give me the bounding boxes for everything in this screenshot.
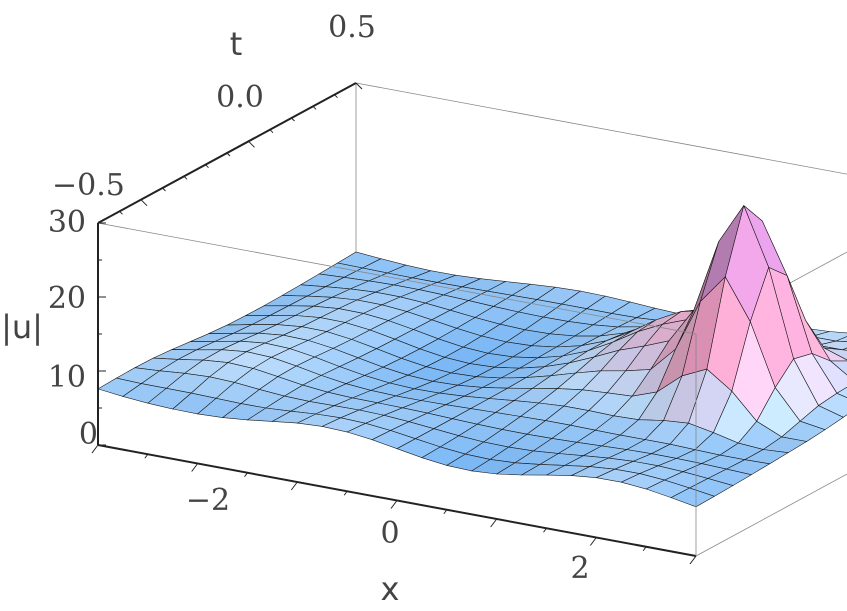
x-tick [543, 527, 547, 533]
box-edge [695, 473, 847, 557]
x-tick [490, 518, 498, 528]
z-tick-label-30: 30 [48, 205, 86, 240]
z-axis-label: |u| [1, 308, 43, 346]
x-tick [191, 463, 199, 472]
z-tick-label-10: 10 [48, 360, 86, 395]
t-tick [312, 105, 317, 110]
x-tick [689, 555, 697, 565]
axis-ticks [91, 82, 697, 565]
x-tick [443, 509, 448, 515]
surface-patch [836, 386, 847, 399]
t-tick [291, 117, 295, 122]
surface-patch [670, 487, 716, 508]
x-tick [91, 444, 99, 454]
t-tick [226, 152, 231, 157]
x-tick-label-neg2: −2 [186, 483, 230, 518]
x-tick [144, 453, 149, 459]
t-tick [269, 129, 274, 134]
t-tick [355, 82, 363, 90]
x-axis-label: x [381, 570, 400, 608]
x-tick [244, 472, 248, 478]
t-tick [334, 94, 338, 99]
t-tick [162, 187, 166, 192]
x-tick [390, 500, 398, 509]
x-tick [343, 490, 348, 496]
x-tick [589, 537, 597, 546]
surface-patch [829, 360, 847, 376]
box-edge [97, 222, 697, 335]
t-tick-label-neg05: −0.5 [52, 168, 125, 203]
surface-mesh [97, 204, 847, 508]
t-tick [119, 210, 123, 215]
z-tick-label-20: 20 [48, 281, 86, 316]
x-tick [642, 546, 647, 552]
x-tick-label-2: 2 [570, 551, 589, 586]
box-edge [355, 82, 847, 175]
t-tick [140, 199, 148, 207]
t-tick-label-05: 0.5 [328, 10, 376, 45]
t-axis-label: t [230, 25, 243, 63]
t-tick-label-00: 0.0 [216, 80, 264, 115]
x-tick-label-0: 0 [380, 516, 399, 551]
t-tick [205, 164, 209, 169]
t-tick [183, 175, 188, 180]
t-tick [248, 140, 255, 148]
surface-patch [835, 336, 847, 342]
z-tick-label-0: 0 [79, 417, 98, 452]
x-tick [290, 481, 298, 491]
